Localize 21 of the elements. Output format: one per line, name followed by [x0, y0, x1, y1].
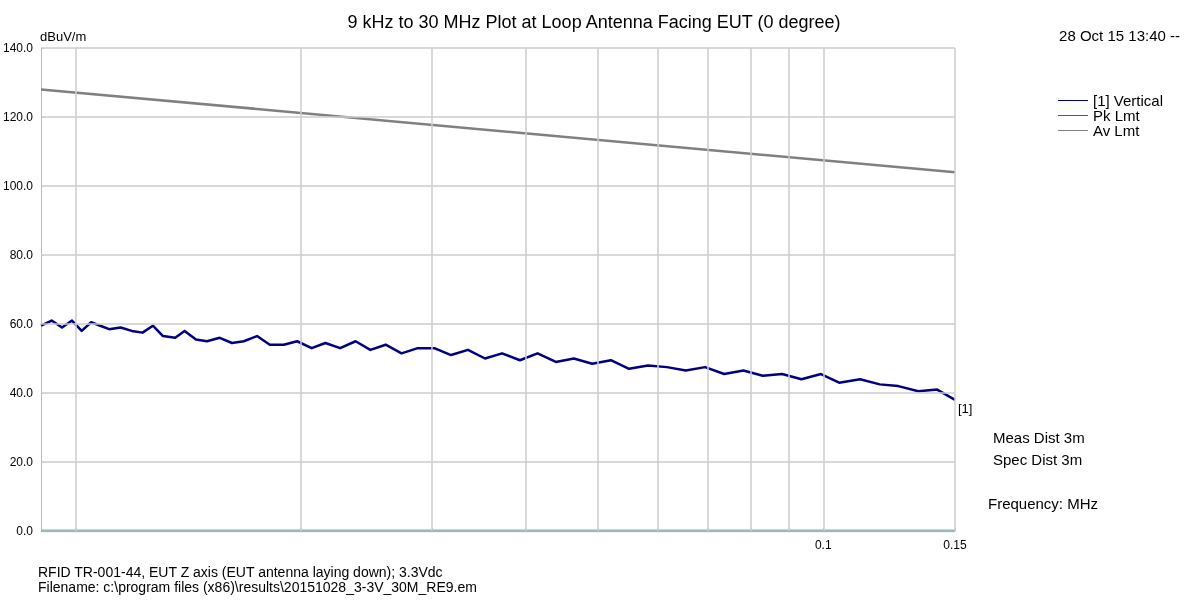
y-tick-label: 0.0 [16, 524, 34, 538]
x-tick-label: 0.15 [943, 538, 967, 552]
text: Spec Dist 3m [993, 451, 1083, 468]
x-tick-label: 0.1 [814, 538, 832, 552]
y-tick-label: 40.0 [9, 386, 34, 400]
x-axis-title: Frequency: MHz [988, 495, 1099, 512]
y-tick-label: 140.0 [3, 41, 34, 55]
text: Meas Dist 3m [993, 429, 1085, 446]
annotation: [1] [958, 400, 973, 416]
text: RFID TR-001-44, EUT Z axis (EUT antenna laying down); 3.3Vdc [38, 564, 443, 580]
chart-title: 9 kHz to 30 MHz Plot at Loop Antenna Facing EUT (0 degree) [347, 12, 841, 32]
legend-label: [1] Vertical [1092, 92, 1164, 109]
y-tick-label: 80.0 [9, 248, 34, 262]
y-tick-label: 100.0 [3, 179, 34, 193]
y-tick-label: 120.0 [3, 110, 34, 124]
text: Filename: c:\program files (x86)\results\20151028_3-3V_30M_RE9.em [38, 579, 477, 595]
y-tick-label: 60.0 [9, 317, 34, 331]
legend-label: Av Lmt [1092, 122, 1141, 139]
y-axis-title: dBuV/m [40, 29, 87, 44]
text: 28 Oct 15 13:40 -- [1059, 27, 1181, 44]
y-tick-label: 20.0 [9, 455, 34, 469]
